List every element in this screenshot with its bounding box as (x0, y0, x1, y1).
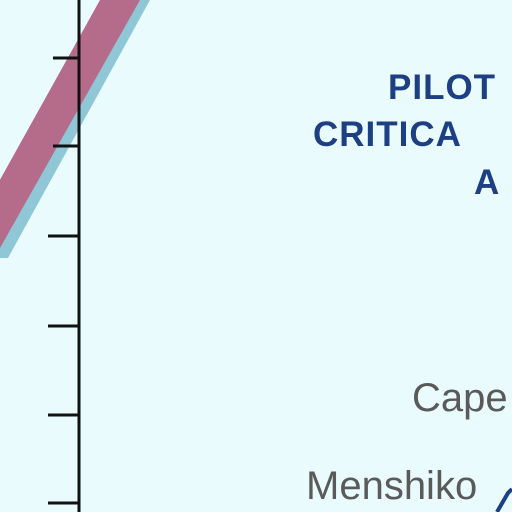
map-title-line-3: A (474, 163, 501, 202)
coastline-fragment (495, 487, 512, 512)
place-label-cape: Cape (412, 376, 508, 420)
map-title-line-1: PILOT (388, 68, 497, 107)
place-label-menshikov: Menshiko (306, 464, 478, 508)
diagonal-band (0, 0, 140, 248)
map-title-line-2: CRITICA (313, 115, 462, 154)
diagonal-band-shadow (0, 0, 150, 258)
